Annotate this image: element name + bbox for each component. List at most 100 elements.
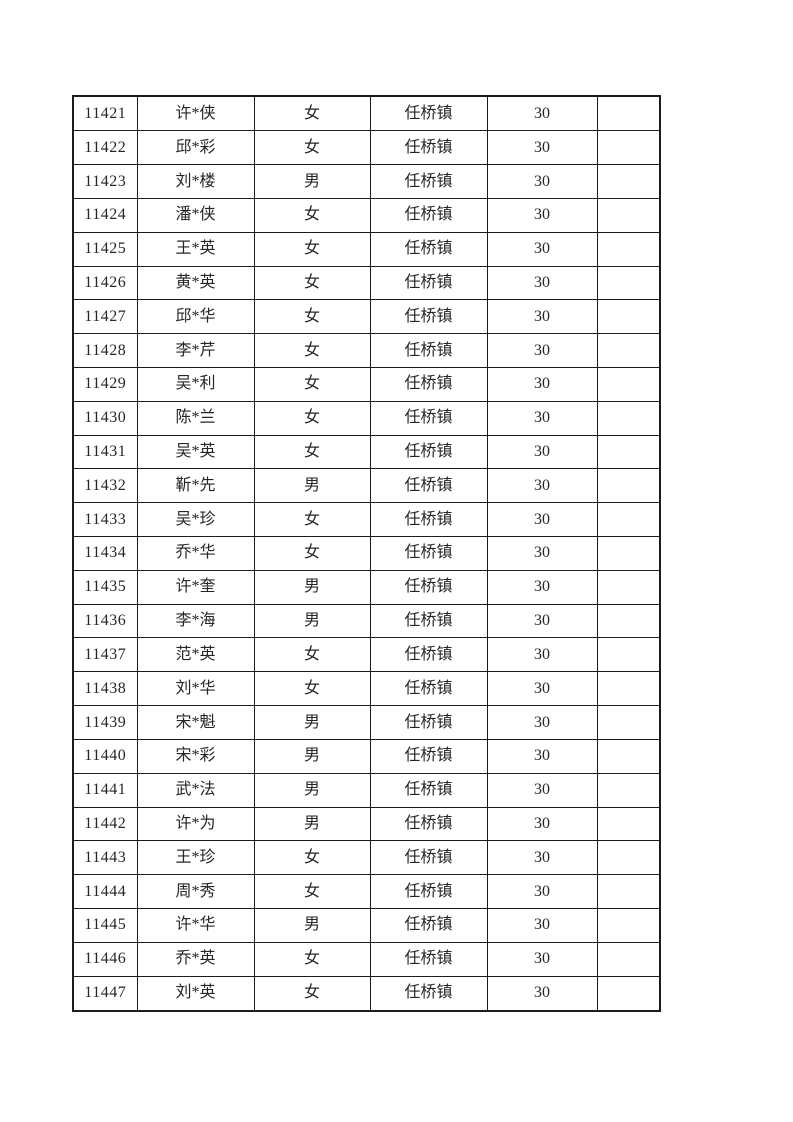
cell-name: 范*英 xyxy=(136,637,255,673)
cell-name: 刘*楼 xyxy=(136,164,255,199)
cell-town: 任桥镇 xyxy=(369,536,488,571)
table-row: 11424 潘*侠 女 任桥镇 30 xyxy=(72,197,661,233)
table-row: 11430 陈*兰 女 任桥镇 30 xyxy=(72,400,661,436)
cell-name: 刘*英 xyxy=(136,975,255,1012)
table-row: 11435 许*奎 男 任桥镇 30 xyxy=(72,569,661,605)
cell-name: 邱*彩 xyxy=(136,130,255,166)
cell-gender: 男 xyxy=(253,738,371,774)
cell-name: 许*奎 xyxy=(136,569,255,605)
cell-id: 11430 xyxy=(72,400,138,436)
cell-gender: 女 xyxy=(253,400,371,436)
cell-town: 任桥镇 xyxy=(369,130,488,166)
cell-gender: 女 xyxy=(253,130,371,166)
table-row: 11429 吴*利 女 任桥镇 30 xyxy=(72,366,661,402)
cell-id: 11445 xyxy=(72,907,138,943)
cell-id: 11441 xyxy=(72,772,138,808)
cell-town: 任桥镇 xyxy=(369,265,488,301)
table-row: 11437 范*英 女 任桥镇 30 xyxy=(72,637,661,673)
cell-gender: 男 xyxy=(253,468,371,504)
cell-id: 11434 xyxy=(72,536,138,571)
cell-blank xyxy=(596,738,661,774)
cell-town: 任桥镇 xyxy=(369,502,488,538)
cell-town: 任桥镇 xyxy=(369,907,488,943)
cell-blank xyxy=(596,265,661,301)
cell-value: 30 xyxy=(486,806,598,842)
cell-town: 任桥镇 xyxy=(369,231,488,267)
roster-table: 11421 许*侠 女 任桥镇 30 11422 邱*彩 女 任桥镇 30 11… xyxy=(72,95,661,1012)
cell-value: 30 xyxy=(486,468,598,504)
cell-value: 30 xyxy=(486,772,598,808)
cell-blank xyxy=(596,772,661,808)
cell-gender: 男 xyxy=(253,772,371,808)
cell-gender: 女 xyxy=(253,975,371,1012)
cell-id: 11446 xyxy=(72,941,138,977)
cell-id: 11442 xyxy=(72,806,138,842)
cell-id: 11421 xyxy=(72,95,138,132)
cell-id: 11432 xyxy=(72,468,138,504)
cell-value: 30 xyxy=(486,738,598,774)
cell-name: 陈*兰 xyxy=(136,400,255,436)
cell-name: 宋*彩 xyxy=(136,738,255,774)
table-row: 11427 邱*华 女 任桥镇 30 xyxy=(72,299,661,335)
cell-blank xyxy=(596,806,661,842)
cell-gender: 女 xyxy=(253,197,371,233)
cell-name: 王*英 xyxy=(136,231,255,267)
cell-gender: 女 xyxy=(253,231,371,267)
cell-blank xyxy=(596,536,661,571)
table-row: 11425 王*英 女 任桥镇 30 xyxy=(72,231,661,267)
cell-id: 11431 xyxy=(72,434,138,470)
cell-town: 任桥镇 xyxy=(369,164,488,199)
cell-id: 11422 xyxy=(72,130,138,166)
cell-id: 11427 xyxy=(72,299,138,335)
cell-name: 黄*英 xyxy=(136,265,255,301)
cell-town: 任桥镇 xyxy=(369,434,488,470)
cell-blank xyxy=(596,502,661,538)
cell-id: 11433 xyxy=(72,502,138,538)
cell-value: 30 xyxy=(486,434,598,470)
cell-gender: 男 xyxy=(253,705,371,740)
cell-blank xyxy=(596,671,661,707)
cell-value: 30 xyxy=(486,907,598,943)
cell-blank xyxy=(596,907,661,943)
cell-name: 周*秀 xyxy=(136,874,255,909)
cell-blank xyxy=(596,603,661,639)
table-row: 11423 刘*楼 男 任桥镇 30 xyxy=(72,164,661,199)
cell-id: 11424 xyxy=(72,197,138,233)
cell-value: 30 xyxy=(486,975,598,1012)
table-row: 11428 李*芹 女 任桥镇 30 xyxy=(72,333,661,368)
cell-gender: 男 xyxy=(253,569,371,605)
cell-id: 11443 xyxy=(72,840,138,876)
cell-gender: 男 xyxy=(253,806,371,842)
cell-blank xyxy=(596,941,661,977)
cell-value: 30 xyxy=(486,671,598,707)
cell-blank xyxy=(596,874,661,909)
table-row: 11444 周*秀 女 任桥镇 30 xyxy=(72,874,661,909)
cell-id: 11437 xyxy=(72,637,138,673)
cell-name: 王*珍 xyxy=(136,840,255,876)
table-row: 11443 王*珍 女 任桥镇 30 xyxy=(72,840,661,876)
cell-blank xyxy=(596,400,661,436)
cell-name: 吴*珍 xyxy=(136,502,255,538)
cell-value: 30 xyxy=(486,569,598,605)
cell-town: 任桥镇 xyxy=(369,366,488,402)
cell-blank xyxy=(596,299,661,335)
cell-value: 30 xyxy=(486,197,598,233)
cell-blank xyxy=(596,333,661,368)
cell-gender: 男 xyxy=(253,164,371,199)
cell-blank xyxy=(596,164,661,199)
cell-id: 11439 xyxy=(72,705,138,740)
cell-town: 任桥镇 xyxy=(369,874,488,909)
cell-name: 乔*华 xyxy=(136,536,255,571)
cell-gender: 女 xyxy=(253,95,371,132)
table-row: 11421 许*侠 女 任桥镇 30 xyxy=(72,95,661,132)
cell-gender: 男 xyxy=(253,603,371,639)
cell-name: 靳*先 xyxy=(136,468,255,504)
cell-gender: 男 xyxy=(253,907,371,943)
cell-id: 11429 xyxy=(72,366,138,402)
table-row: 11447 刘*英 女 任桥镇 30 xyxy=(72,975,661,1012)
cell-town: 任桥镇 xyxy=(369,772,488,808)
cell-town: 任桥镇 xyxy=(369,840,488,876)
table-row: 11438 刘*华 女 任桥镇 30 xyxy=(72,671,661,707)
table-row: 11431 吴*英 女 任桥镇 30 xyxy=(72,434,661,470)
cell-gender: 女 xyxy=(253,671,371,707)
